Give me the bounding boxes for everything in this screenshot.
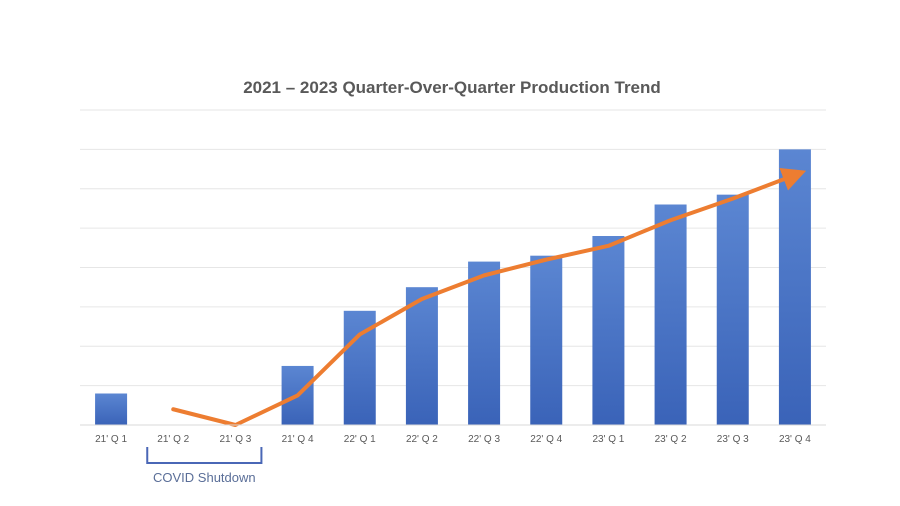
bar — [778, 149, 811, 425]
trend-line — [171, 168, 807, 427]
x-tick-label: 23' Q 4 — [779, 434, 811, 445]
covid-bracket — [146, 447, 263, 464]
gridlines — [80, 109, 826, 387]
x-tick-label: 22' Q 1 — [344, 434, 376, 445]
x-tick-label: 22' Q 4 — [530, 434, 562, 445]
bar — [468, 261, 501, 425]
x-tick-label: 21' Q 3 — [219, 434, 251, 445]
bar — [95, 393, 128, 425]
x-tick-label: 21' Q 4 — [282, 434, 314, 445]
bar — [716, 194, 749, 425]
bar — [405, 287, 438, 425]
x-tick-label: 21' Q 1 — [95, 434, 127, 445]
x-tick-label: 22' Q 2 — [406, 434, 438, 445]
x-tick-labels: 21' Q 1 21' Q 2 21' Q 3 21' Q 4 22' Q 1 22' Q… — [95, 434, 811, 445]
x-tick-label: 21' Q 2 — [157, 434, 189, 445]
covid-annotation: COVID Shutdown — [146, 447, 263, 485]
x-tick-label: 22' Q 3 — [468, 434, 500, 445]
x-tick-label: 23' Q 3 — [717, 434, 749, 445]
covid-annotation-label: COVID Shutdown — [153, 470, 256, 485]
chart-title: 2021 – 2023 Quarter-Over-Quarter Product… — [243, 78, 661, 97]
bar — [592, 236, 625, 425]
x-tick-label: 23' Q 1 — [592, 434, 624, 445]
bar — [530, 255, 563, 425]
bar — [654, 204, 687, 425]
x-tick-label: 23' Q 2 — [655, 434, 687, 445]
trend-line-group — [171, 168, 807, 427]
